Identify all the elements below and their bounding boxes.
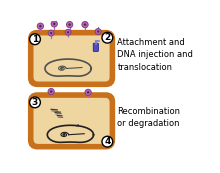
Text: 3: 3 [32, 98, 38, 107]
FancyBboxPatch shape [33, 97, 110, 145]
Circle shape [48, 30, 54, 36]
Circle shape [50, 32, 52, 34]
Circle shape [48, 88, 54, 95]
Circle shape [95, 29, 101, 34]
Circle shape [51, 21, 57, 27]
Circle shape [102, 136, 113, 147]
Text: 4: 4 [104, 137, 110, 146]
FancyBboxPatch shape [93, 43, 98, 51]
Text: 2: 2 [104, 33, 110, 42]
Text: a: a [76, 123, 79, 128]
Circle shape [84, 23, 86, 26]
Circle shape [50, 90, 52, 93]
Circle shape [39, 25, 42, 27]
Circle shape [30, 34, 40, 45]
Circle shape [68, 23, 71, 26]
FancyBboxPatch shape [30, 32, 113, 85]
Circle shape [37, 23, 44, 29]
Circle shape [53, 23, 55, 25]
Circle shape [82, 21, 88, 28]
Circle shape [65, 29, 71, 35]
FancyBboxPatch shape [30, 95, 113, 147]
Circle shape [67, 31, 69, 34]
Circle shape [66, 21, 73, 28]
Circle shape [87, 91, 89, 94]
Text: Recombination
or degradation: Recombination or degradation [117, 107, 180, 129]
Circle shape [30, 97, 40, 108]
Text: Attachment and
DNA injection and
translocation: Attachment and DNA injection and translo… [117, 38, 193, 72]
Text: 1: 1 [32, 35, 38, 44]
Circle shape [85, 89, 91, 95]
FancyBboxPatch shape [33, 35, 110, 82]
Circle shape [97, 30, 99, 33]
Circle shape [102, 32, 113, 43]
